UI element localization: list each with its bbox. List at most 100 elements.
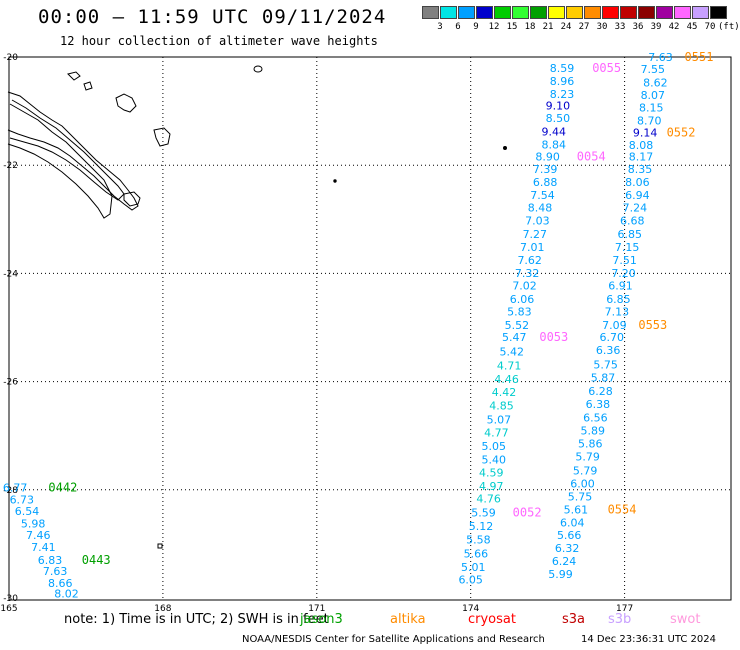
lon-tick-label: 171 [308, 604, 325, 614]
satellite-name: swot [670, 612, 701, 627]
wave-height-value: 8.07 [641, 89, 666, 102]
legend-swatch [674, 6, 691, 19]
legend-label: 45 [686, 22, 698, 32]
wave-height-value: 5.83 [507, 305, 532, 318]
legend-swatch [620, 6, 637, 19]
satellite-legend: jason3 altika cryosat s3a s3b swot [300, 612, 740, 630]
lon-tick-label: 174 [462, 604, 479, 614]
loyalty-island-2 [153, 127, 171, 147]
wave-height-value: 5.87 [591, 371, 616, 384]
wave-height-value: 5.66 [464, 548, 489, 561]
wave-height-value: 6.06 [510, 293, 535, 306]
wave-height-value: 6.54 [15, 505, 40, 518]
wave-height-value: 6.32 [555, 542, 580, 555]
wave-height-value: 5.79 [575, 450, 600, 463]
wave-height-value: 9.10 [546, 100, 571, 113]
wave-height-value: 5.01 [461, 561, 486, 574]
wave-height-value: 7.39 [533, 163, 558, 176]
wave-height-value: 9.14 [633, 127, 658, 140]
wave-height-value: 7.20 [611, 267, 636, 280]
wave-height-value: 6.00 [570, 477, 595, 490]
wave-height-value: 6.28 [588, 385, 613, 398]
lat-tick-label: -30 [3, 594, 18, 604]
legend-swatch [458, 6, 475, 19]
chart-subtitle: 12 hour collection of altimeter wave hei… [60, 34, 378, 48]
legend-swatch [512, 6, 529, 19]
wave-height-value: 8.96 [550, 75, 575, 88]
satellite-name: s3b [608, 612, 632, 627]
coastline [7, 65, 507, 549]
wave-height-value: 6.91 [608, 279, 633, 292]
wave-height-value: 7.32 [515, 267, 540, 280]
wave-height-value: 4.76 [476, 492, 501, 505]
wave-height-value: 6.36 [596, 344, 621, 357]
wave-height-value: 6.24 [552, 555, 577, 568]
satellite-name: s3a [562, 612, 586, 627]
wave-height-value: 8.90 [535, 151, 560, 164]
lat-tick-label: -20 [3, 53, 18, 63]
legend-swatch [602, 6, 619, 19]
legend-label: 18 [524, 22, 536, 32]
lon-tick-label: 168 [154, 604, 171, 614]
wave-height-value: 5.75 [593, 358, 618, 371]
satellite-name: jason3 [300, 612, 343, 627]
wave-height-value: 7.15 [615, 241, 640, 254]
pass-time-label: 0443 [82, 553, 111, 567]
north-islet-a [67, 71, 81, 81]
pass-time-label: 0054 [577, 150, 606, 164]
wave-height-value: 8.02 [54, 588, 79, 601]
wave-height-value: 7.09 [602, 319, 627, 332]
pass-time-label: 0553 [638, 318, 667, 332]
chart-title: 00:00 – 11:59 UTC 09/11/2024 [38, 6, 387, 28]
lat-tick-label: -24 [3, 269, 18, 279]
generated-timestamp: 14 Dec 23:36:31 UTC 2024 [581, 634, 716, 645]
norfolk-island [157, 543, 163, 549]
wave-height-value: 5.40 [482, 454, 507, 467]
footer-credit: NOAA/NESDIS Center for Satellite Applica… [242, 634, 545, 645]
wave-height-value: 5.79 [573, 464, 598, 477]
loyalty-island-3 [123, 191, 141, 207]
legend-swatch [476, 6, 493, 19]
wave-height-value: 8.17 [629, 151, 654, 164]
legend-label: 15 [506, 22, 518, 32]
legend-label: 3 [437, 22, 443, 32]
wave-height-value: 4.85 [489, 399, 514, 412]
wave-height-value: 5.52 [505, 319, 530, 332]
pass-time-label: 0554 [608, 502, 637, 516]
satellite-name: altika [390, 612, 426, 627]
legend-swatch [566, 6, 583, 19]
wave-height-value: 6.05 [458, 574, 483, 587]
wave-height-value: 5.59 [471, 507, 496, 520]
wave-height-value: 7.62 [517, 254, 542, 267]
wave-height-value: 7.63 [648, 51, 673, 64]
pass-time-label: 0551 [685, 50, 714, 64]
wave-height-value: 4.42 [492, 386, 517, 399]
walpole-island [253, 65, 263, 73]
wave-height-value: 7.03 [525, 214, 550, 227]
legend-swatch [710, 6, 727, 19]
map-frame [8, 56, 732, 601]
wave-height-value: 6.38 [586, 398, 611, 411]
legend-swatch [692, 6, 709, 19]
wave-height-value: 6.85 [606, 293, 631, 306]
wave-height-value: 5.05 [482, 440, 507, 453]
wave-height-value: 7.13 [605, 305, 630, 318]
wave-height-value: 5.12 [469, 520, 494, 533]
legend-swatch [494, 6, 511, 19]
legend-swatch [422, 6, 439, 19]
wave-height-value: 5.42 [499, 345, 524, 358]
wave-height-value: 8.08 [629, 139, 654, 152]
wave-height-value: 4.77 [484, 426, 509, 439]
legend-swatch [548, 6, 565, 19]
note-text: note: 1) Time is in UTC; 2) SWH is in fe… [64, 612, 329, 627]
lon-tick-label: 177 [616, 604, 633, 614]
legend-label: 21 [542, 22, 554, 32]
satellite-name: cryosat [468, 612, 516, 627]
wave-height-value: 6.88 [533, 176, 558, 189]
wave-height-value: 7.54 [530, 189, 555, 202]
legend-swatch [584, 6, 601, 19]
wave-height-value: 6.94 [625, 189, 650, 202]
wave-height-value: 8.06 [625, 176, 650, 189]
loyalty-island-1 [115, 93, 137, 113]
